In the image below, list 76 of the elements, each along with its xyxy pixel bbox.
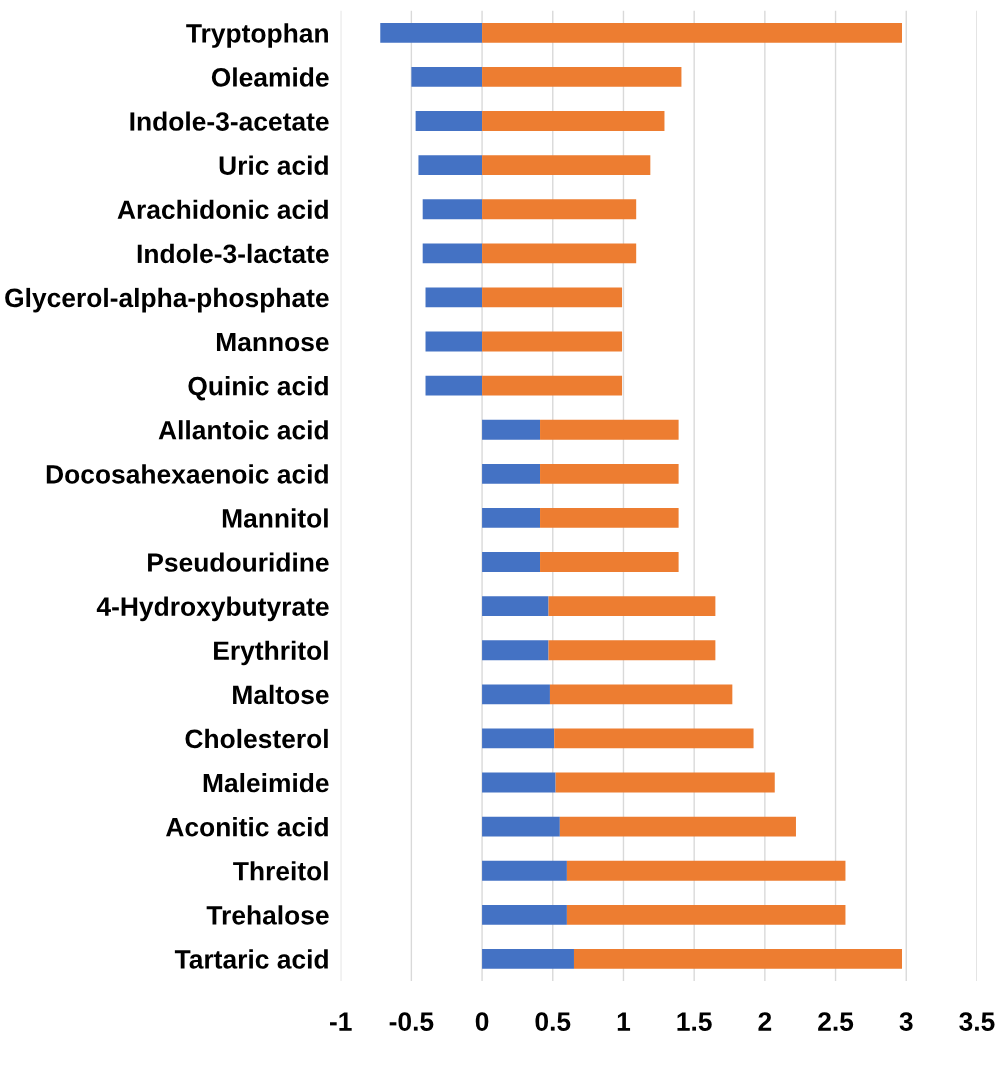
x-tick-label: 0 [475, 1012, 489, 1031]
y-tick-label: Mannose [216, 332, 329, 352]
bar [411, 67, 483, 87]
bar [482, 684, 550, 705]
bar [482, 640, 549, 661]
bar [422, 199, 483, 220]
bar [482, 463, 541, 484]
bar [548, 640, 716, 661]
y-tick-label: Threitol [233, 861, 328, 881]
bar [482, 596, 549, 617]
bar [482, 816, 560, 837]
y-tick-label: Trehalose [206, 905, 329, 925]
bar [482, 949, 574, 969]
y-tick-label: 4-Hydroxybutyrate [96, 596, 329, 622]
y-tick-label: Allantoic acid [158, 420, 328, 440]
bar [540, 463, 679, 484]
bar [482, 728, 555, 749]
x-tick-label: 0.5 [535, 1012, 571, 1031]
bar [555, 772, 775, 793]
bar [425, 375, 483, 396]
y-tick-label: Arachidonic acid [117, 199, 328, 220]
bar [482, 860, 567, 881]
bar [422, 243, 483, 264]
bar [482, 243, 637, 264]
bar [482, 67, 682, 87]
y-tick-label: Uric acid [219, 155, 328, 175]
bar [482, 199, 637, 220]
x-tick-label: 2 [758, 1012, 772, 1031]
bar [482, 419, 541, 440]
bar [566, 904, 846, 925]
y-tick-label: Indole-3-acetate [130, 111, 329, 131]
bar [482, 155, 651, 176]
y-tick-label: Maltose [233, 684, 329, 705]
y-tick-label: Cholesterol [185, 728, 328, 749]
bar [482, 772, 556, 793]
y-tick-label: Quinic acid [188, 376, 328, 401]
y-tick-label: Erythritol [214, 640, 328, 666]
bar [554, 728, 754, 749]
y-tick-label: Maleimide [203, 772, 329, 793]
bar [482, 22, 903, 43]
y-tick-label: Docosahexaenoic acid [46, 464, 328, 484]
y-tick-label: Aconitic acid [166, 817, 328, 837]
y-tick-label: Oleamide [211, 67, 329, 87]
bar [482, 287, 623, 308]
bar [482, 331, 623, 352]
bar [540, 419, 679, 440]
bar [482, 552, 541, 572]
y-tick-label: Glycerol-alpha-phosphate [5, 287, 329, 313]
x-tick-label: 1.5 [677, 1012, 712, 1031]
bar [482, 111, 665, 131]
x-tick-label: 2.5 [818, 1012, 854, 1031]
bar [548, 596, 716, 617]
bar [549, 684, 733, 705]
bar [482, 904, 567, 925]
x-tick-label: -1 [329, 1012, 352, 1031]
bar [573, 949, 903, 969]
bar [540, 508, 679, 528]
x-tick-label: 3 [899, 1012, 913, 1031]
x-tick-label: -0.5 [389, 1012, 434, 1031]
bar [425, 331, 483, 352]
bar [482, 508, 541, 528]
bar [559, 816, 796, 837]
x-tick-label: 1 [617, 1012, 631, 1031]
y-tick-label: Tartaric acid [174, 949, 328, 969]
y-tick-label: Indole-3-lactate [137, 243, 329, 264]
bar [415, 111, 483, 131]
bar [566, 860, 846, 881]
y-tick-label: Tryptophan [186, 23, 328, 48]
x-tick-label: 3.5 [959, 1012, 995, 1031]
bar [540, 552, 679, 572]
bar [418, 155, 483, 176]
y-tick-label: Mannitol [222, 508, 328, 528]
bar [425, 287, 483, 308]
bar [380, 22, 483, 43]
y-tick-label: Pseudouridine [148, 552, 329, 572]
bar [482, 375, 623, 396]
